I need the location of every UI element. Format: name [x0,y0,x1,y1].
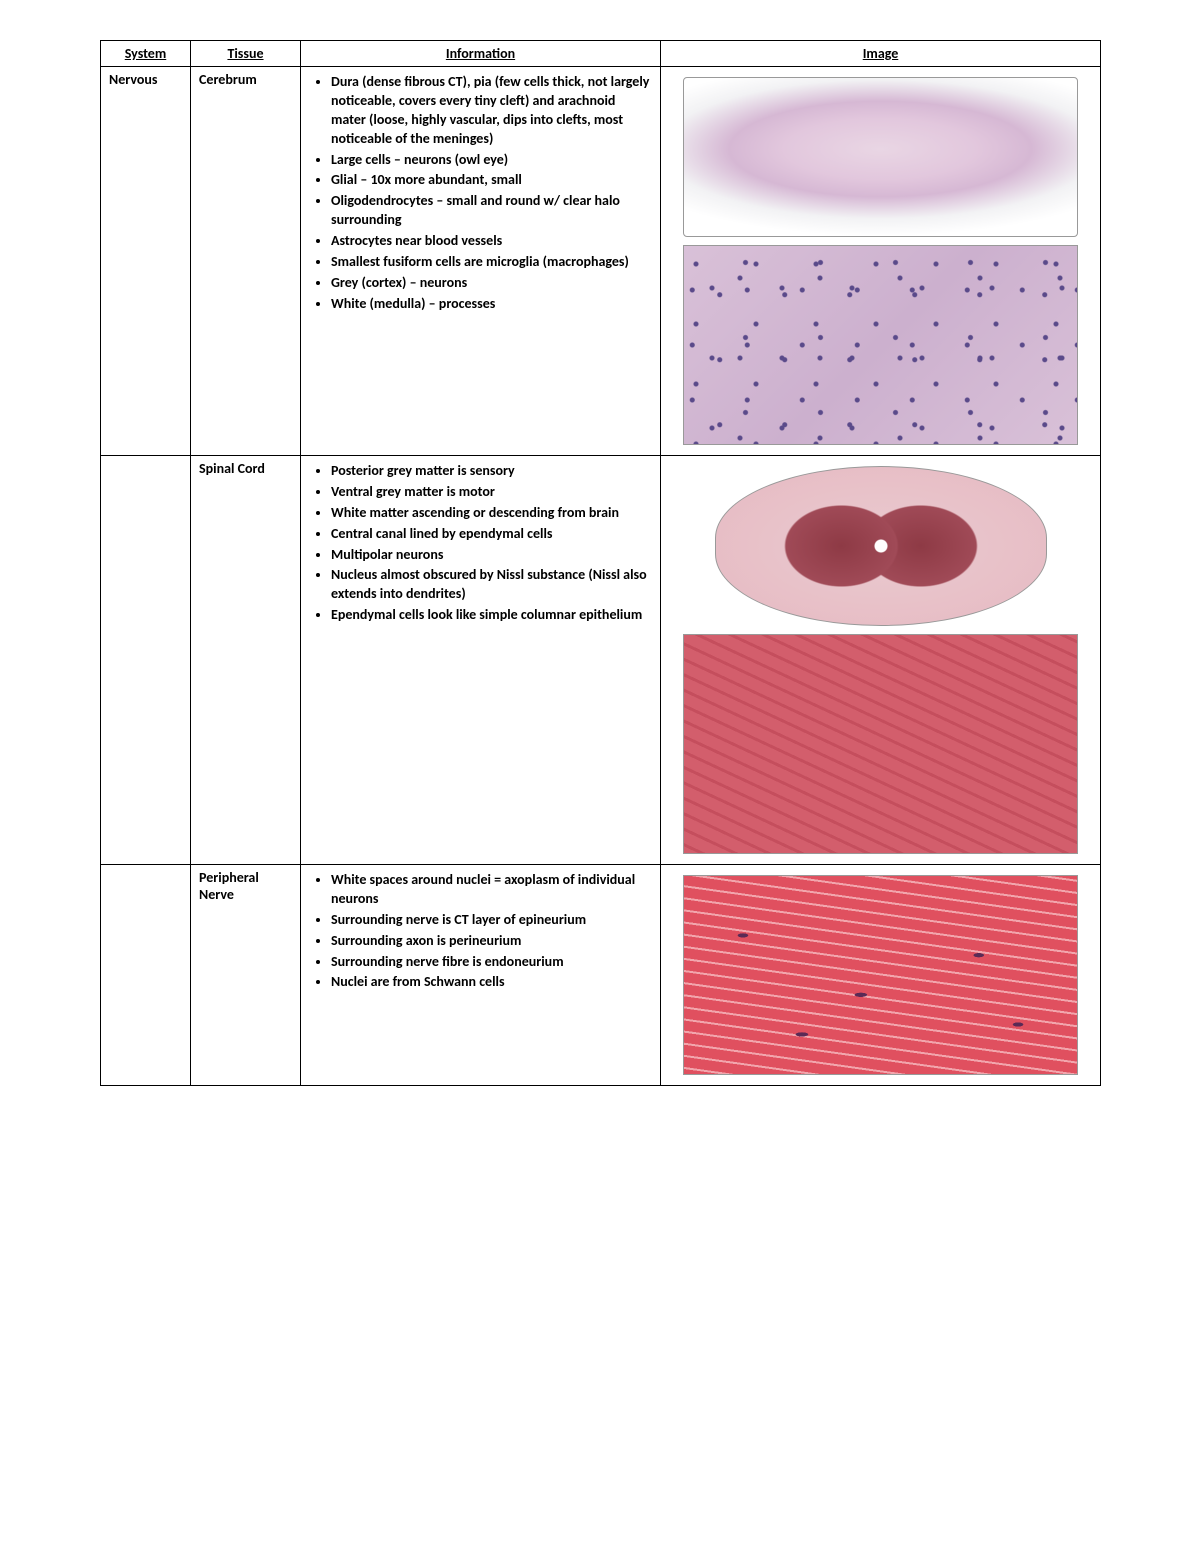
table-row: Peripheral Nerve White spaces around nuc… [101,865,1101,1086]
document-page: System Tissue Information Image Nervous … [100,40,1100,1086]
histology-image [683,245,1077,445]
histology-table: System Tissue Information Image Nervous … [100,40,1101,1086]
info-item: Dura (dense fibrous CT), pia (few cells … [331,73,652,149]
cell-information: Dura (dense fibrous CT), pia (few cells … [301,67,661,456]
cell-image [661,456,1101,865]
cell-information: Posterior grey matter is sensory Ventral… [301,456,661,865]
cell-system [101,456,191,865]
info-item: White (medulla) – processes [331,295,652,314]
info-item: Posterior grey matter is sensory [331,462,652,481]
table-body: Nervous Cerebrum Dura (dense fibrous CT)… [101,67,1101,1086]
info-item: Astrocytes near blood vessels [331,232,652,251]
info-item: Oligodendrocytes – small and round w/ cl… [331,192,652,230]
cell-system: Nervous [101,67,191,456]
image-stack [669,460,1092,860]
table-row: Nervous Cerebrum Dura (dense fibrous CT)… [101,67,1101,456]
histology-image [683,875,1077,1075]
info-item: Nucleus almost obscured by Nissl substan… [331,566,652,604]
info-item: Surrounding nerve fibre is endoneurium [331,953,652,972]
info-item: Multipolar neurons [331,546,652,565]
table-row: Spinal Cord Posterior grey matter is sen… [101,456,1101,865]
info-list: Posterior grey matter is sensory Ventral… [309,462,652,625]
info-item: Grey (cortex) – neurons [331,274,652,293]
image-stack [669,869,1092,1081]
histology-image [683,77,1077,237]
col-header-system: System [101,41,191,67]
histology-image [715,466,1047,626]
info-item: Large cells – neurons (owl eye) [331,151,652,170]
info-item: Central canal lined by ependymal cells [331,525,652,544]
cell-information: White spaces around nuclei = axoplasm of… [301,865,661,1086]
info-item: Surrounding axon is perineurium [331,932,652,951]
col-header-tissue: Tissue [191,41,301,67]
cell-image [661,67,1101,456]
cell-image [661,865,1101,1086]
col-header-image: Image [661,41,1101,67]
col-header-information: Information [301,41,661,67]
info-item: Smallest fusiform cells are microglia (m… [331,253,652,272]
cell-tissue: Cerebrum [191,67,301,456]
info-item: Ependymal cells look like simple columna… [331,606,652,625]
table-header-row: System Tissue Information Image [101,41,1101,67]
info-list: White spaces around nuclei = axoplasm of… [309,871,652,992]
info-item: White spaces around nuclei = axoplasm of… [331,871,652,909]
info-item: Ventral grey matter is motor [331,483,652,502]
cell-tissue: Spinal Cord [191,456,301,865]
cell-tissue: Peripheral Nerve [191,865,301,1086]
info-item: Nuclei are from Schwann cells [331,973,652,992]
cell-system [101,865,191,1086]
info-item: Glial – 10x more abundant, small [331,171,652,190]
info-item: White matter ascending or descending fro… [331,504,652,523]
info-list: Dura (dense fibrous CT), pia (few cells … [309,73,652,314]
info-item: Surrounding nerve is CT layer of epineur… [331,911,652,930]
image-stack [669,71,1092,451]
histology-image [683,634,1077,854]
